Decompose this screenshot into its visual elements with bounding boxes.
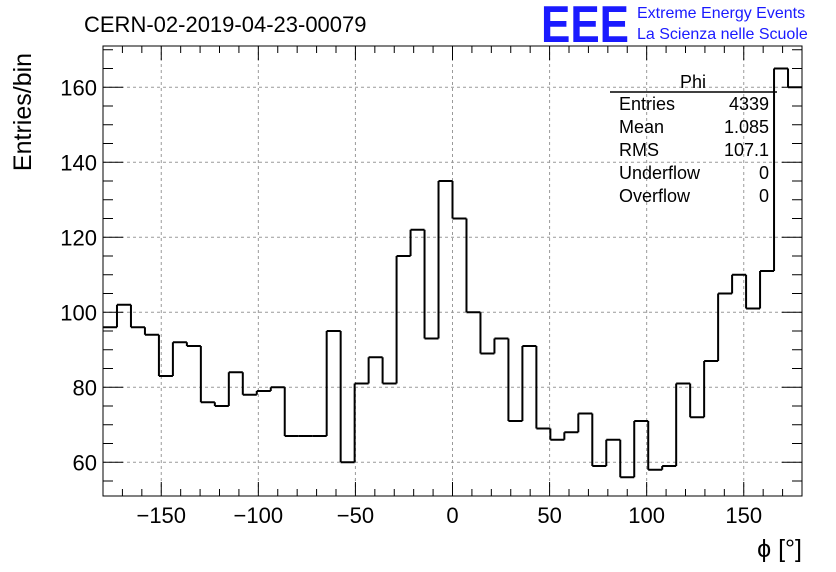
histogram-bin	[619, 439, 635, 479]
stats-value-entries: 4339	[729, 94, 769, 114]
logo-line-1: Extreme Energy Events	[637, 5, 805, 22]
histogram-bin	[339, 331, 355, 464]
histogram-bin	[465, 218, 481, 314]
y-tick-label: 80	[73, 375, 97, 400]
x-tick-label: −150	[136, 503, 186, 528]
y-tick-label: 160	[60, 75, 97, 100]
x-axis-title: ϕ [°]	[757, 535, 802, 563]
stats-value-overflow: 0	[759, 186, 769, 206]
y-tick-label: 60	[73, 450, 97, 475]
histogram-bin	[185, 342, 201, 347]
histogram-bin	[773, 67, 789, 271]
histogram-bin	[353, 382, 369, 463]
histogram-bin	[549, 428, 565, 441]
histogram-bin	[129, 304, 145, 329]
x-tick-label: 0	[446, 503, 458, 528]
histogram-bin	[409, 228, 425, 256]
stats-label-underflow: Underflow	[619, 163, 701, 183]
histogram-bin	[143, 327, 159, 336]
eee-logo-mark: EEE	[541, 0, 629, 54]
histogram-bin	[269, 386, 285, 391]
x-tick-label: −100	[234, 503, 284, 528]
histogram-bin	[241, 372, 257, 396]
stats-value-mean: 1.085	[724, 117, 769, 137]
stats-label-entries: Entries	[619, 94, 675, 114]
histogram-bin	[787, 68, 802, 89]
histogram-bin	[255, 390, 271, 395]
histogram-bin	[171, 341, 187, 376]
x-tick-label: 100	[628, 503, 665, 528]
histogram-bin	[521, 345, 537, 421]
histogram-bin	[395, 255, 411, 384]
histogram-bin	[381, 357, 397, 385]
y-axis-title: Entries/bin	[9, 53, 37, 171]
histogram-bin	[689, 383, 705, 419]
stats-value-underflow: 0	[759, 163, 769, 183]
x-tick-label: 150	[725, 503, 762, 528]
histogram-bin	[451, 181, 467, 220]
eee-logo: EEE Extreme Energy Events La Scienza nel…	[541, 0, 808, 54]
y-tick-label: 100	[60, 300, 97, 325]
histogram-bin	[633, 420, 649, 478]
stats-title: Phi	[680, 72, 706, 92]
histogram-bin	[675, 382, 691, 466]
histogram-bin	[283, 387, 299, 437]
axis-ticks	[102, 46, 803, 496]
histogram-bin	[731, 273, 747, 294]
histogram-bin	[227, 371, 243, 406]
histogram-bin	[535, 346, 551, 430]
y-tick-label: 140	[60, 150, 97, 175]
histogram-bin	[577, 412, 593, 433]
stats-label-mean: Mean	[619, 117, 664, 137]
histogram-bin	[591, 413, 607, 467]
histogram-bin	[157, 334, 173, 377]
histogram-bin	[367, 356, 383, 384]
histogram-bin	[213, 402, 229, 407]
stats-label-rms: RMS	[619, 140, 659, 160]
histogram-bin	[199, 346, 215, 404]
histogram-bin	[479, 312, 495, 355]
x-tick-label: 50	[537, 503, 561, 528]
logo-line-2: La Scienza nelle Scuole	[637, 26, 808, 43]
tick-labels: −150 −100 −50 0 50 100 150 60 80 100 120 140 160	[60, 75, 762, 528]
stats-box: Phi Entries 4339 Mean 1.085 RMS 107.1 Un…	[610, 72, 777, 206]
x-tick-label: −50	[337, 503, 374, 528]
grid-lines	[103, 46, 802, 496]
histogram-bin	[423, 229, 439, 340]
histogram-series	[103, 67, 802, 479]
histogram-bin	[437, 180, 453, 339]
chart-title: CERN-02-2019-04-23-00079	[84, 12, 367, 37]
y-tick-label: 120	[60, 225, 97, 250]
histogram-bin	[703, 360, 719, 418]
histogram-bin	[563, 431, 579, 440]
histogram-bin	[717, 292, 733, 361]
stats-value-rms: 107.1	[724, 140, 769, 160]
histogram-bin	[325, 330, 341, 436]
histogram-bin	[647, 421, 663, 471]
histogram-bin	[661, 465, 677, 470]
stats-label-overflow: Overflow	[619, 186, 691, 206]
histogram-bin	[605, 438, 621, 466]
histogram-bin	[115, 303, 131, 328]
histogram-bin	[759, 270, 775, 309]
histogram-bin	[493, 337, 509, 354]
histogram-bin	[745, 274, 761, 310]
histogram-bin	[507, 338, 523, 422]
